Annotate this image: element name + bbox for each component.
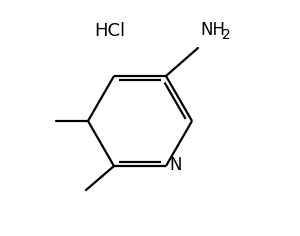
Text: HCl: HCl [94, 22, 126, 40]
Text: NH: NH [200, 21, 225, 39]
Text: 2: 2 [222, 28, 231, 42]
Text: N: N [169, 156, 182, 174]
